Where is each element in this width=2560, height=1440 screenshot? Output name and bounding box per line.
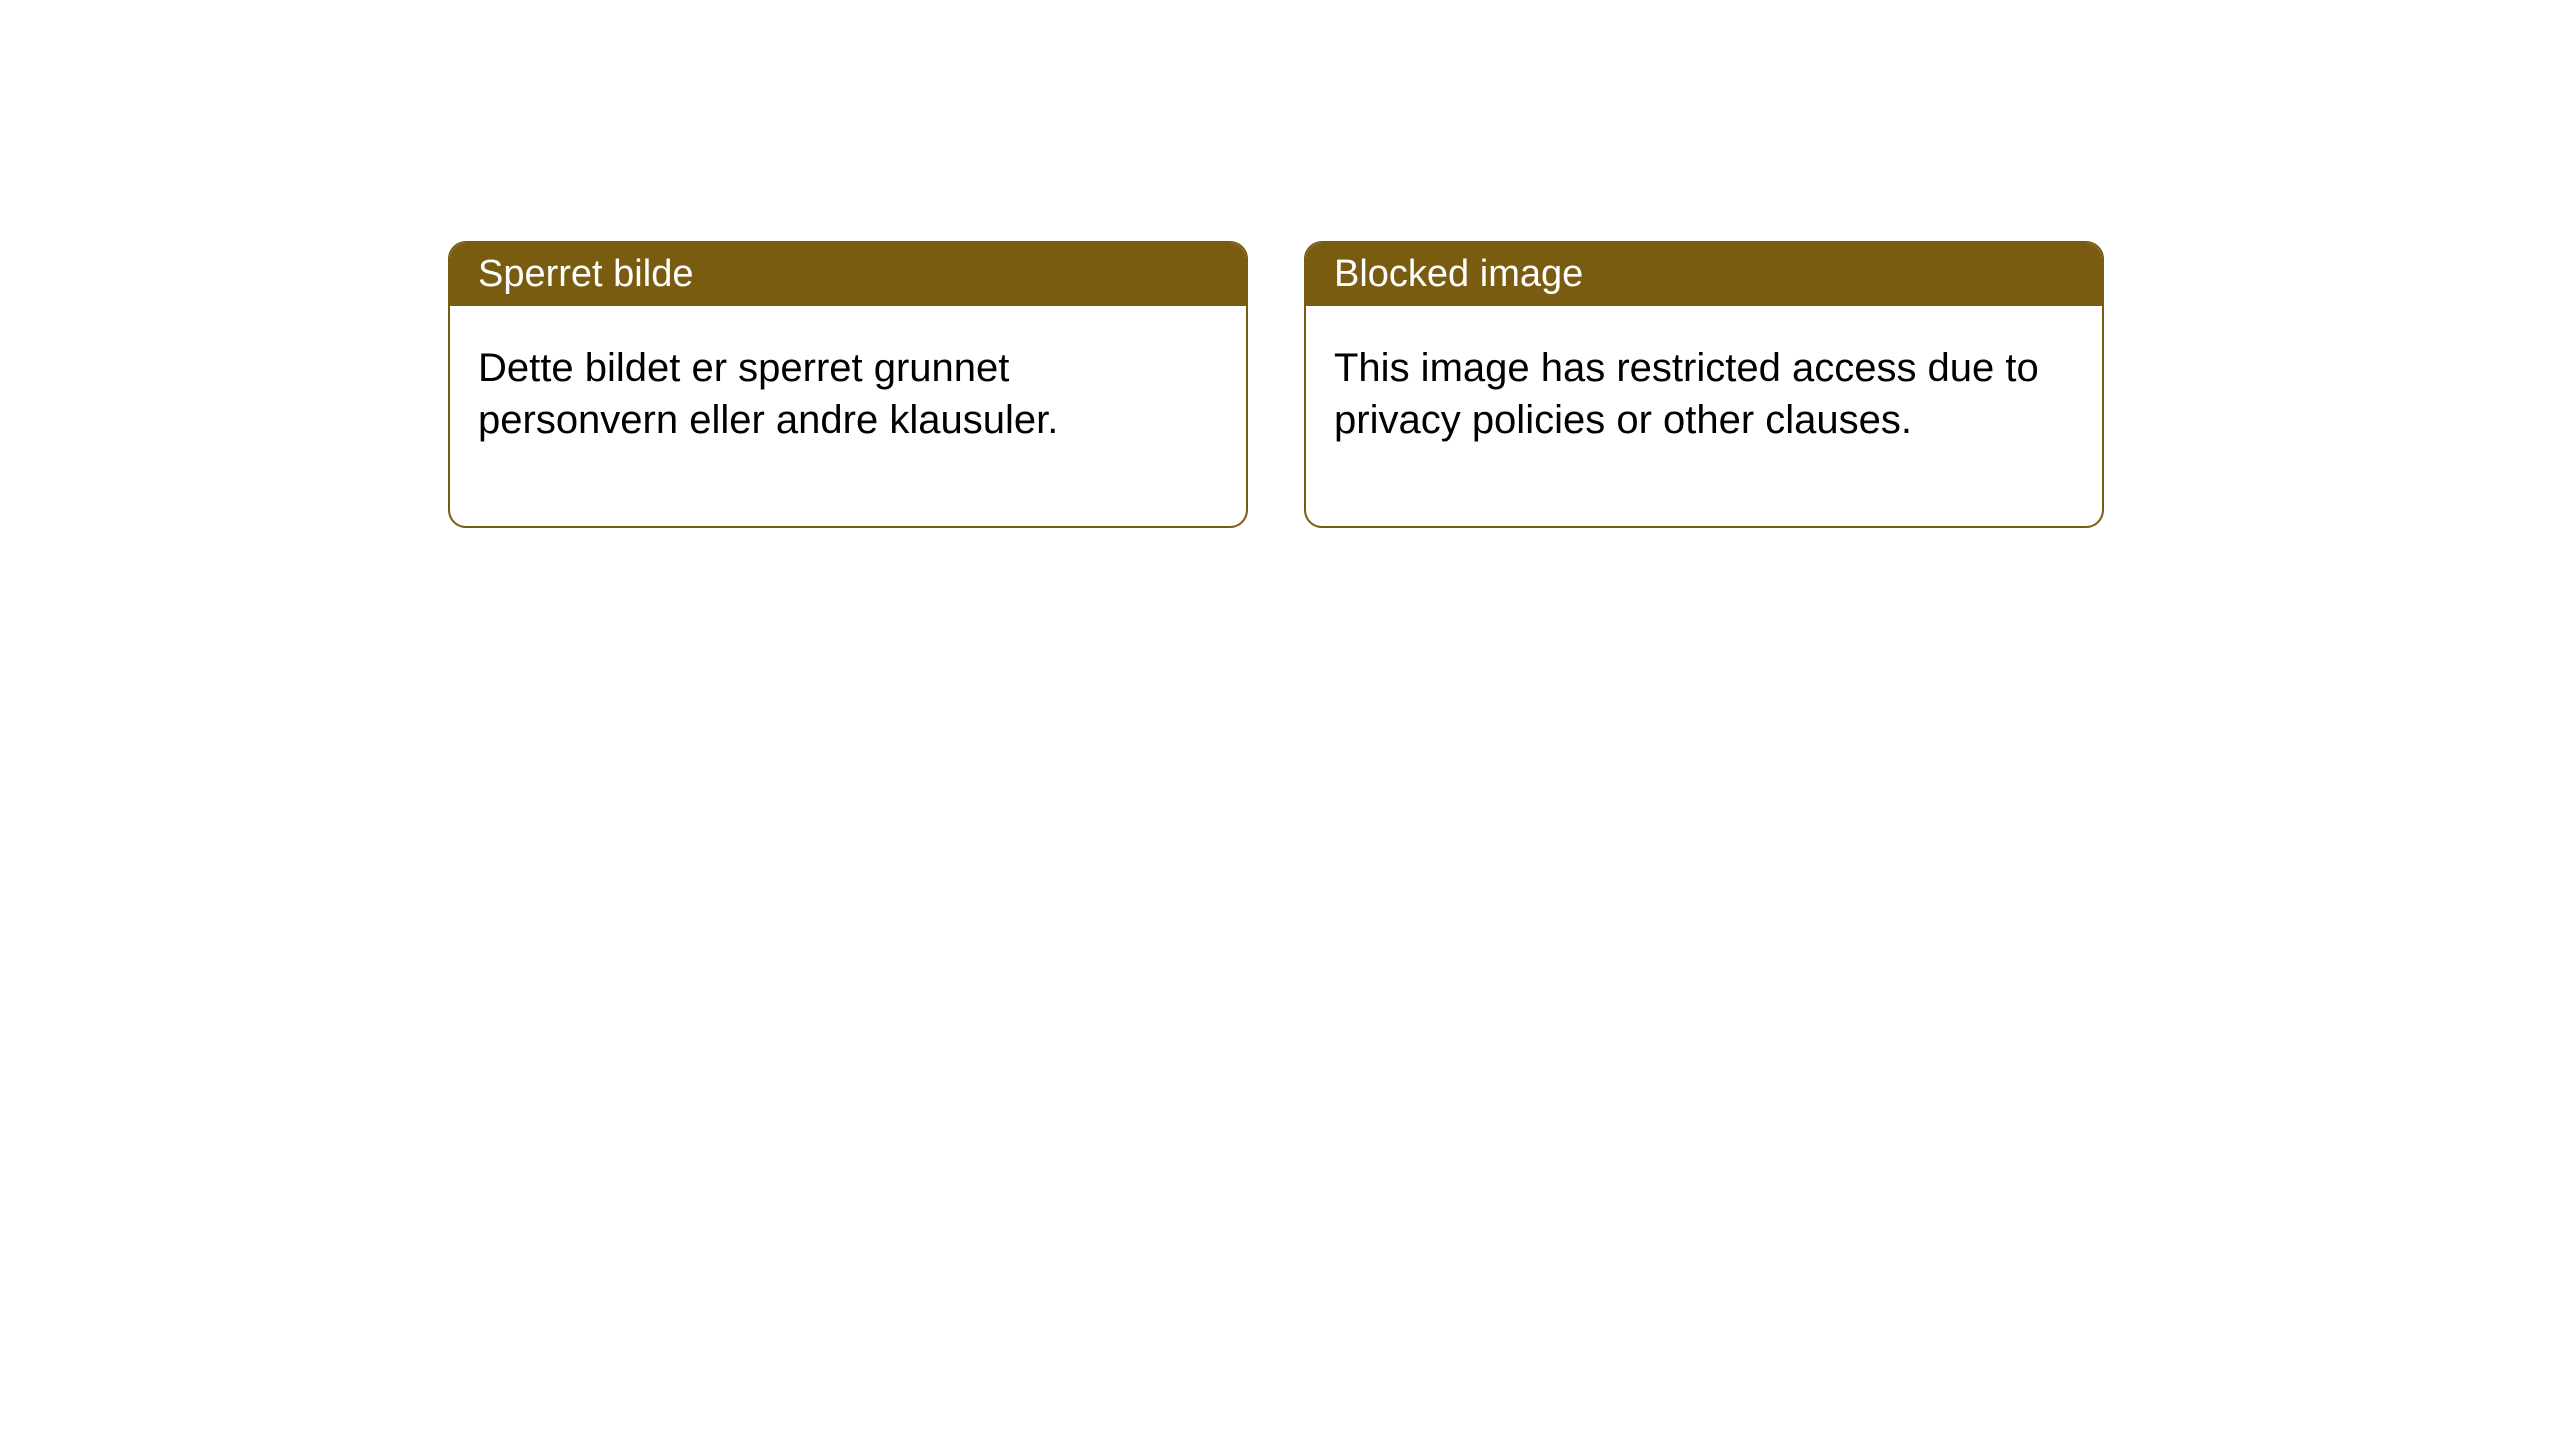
notice-card-norwegian: Sperret bilde Dette bildet er sperret gr…	[448, 241, 1248, 528]
notice-body-text: Dette bildet er sperret grunnet personve…	[478, 346, 1058, 442]
notice-header: Blocked image	[1306, 243, 2102, 306]
notice-header: Sperret bilde	[450, 243, 1246, 306]
notice-body-text: This image has restricted access due to …	[1334, 346, 2039, 442]
notice-container: Sperret bilde Dette bildet er sperret gr…	[448, 241, 2104, 528]
notice-card-english: Blocked image This image has restricted …	[1304, 241, 2104, 528]
notice-title: Blocked image	[1334, 253, 1583, 295]
notice-body: Dette bildet er sperret grunnet personve…	[450, 306, 1246, 526]
notice-title: Sperret bilde	[478, 253, 693, 295]
notice-body: This image has restricted access due to …	[1306, 306, 2102, 526]
